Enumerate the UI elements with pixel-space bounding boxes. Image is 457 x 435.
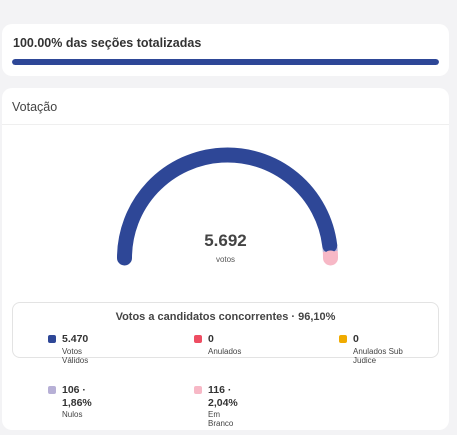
- votes-gauge: [117, 147, 339, 266]
- votacao-title: Votação: [12, 100, 58, 114]
- votacao-divider: [2, 124, 449, 125]
- sections-progress-fill: [12, 59, 439, 65]
- sections-progress-title: 100.00% das seções totalizadas: [13, 36, 202, 50]
- legend-swatch: [194, 335, 202, 343]
- legend-label: Nulos: [62, 410, 83, 419]
- legend-swatch: [339, 335, 347, 343]
- legend-value: 5.470: [62, 333, 89, 345]
- legend-value: 0: [208, 333, 214, 345]
- legend-value: 116 · 2,04%: [208, 384, 238, 409]
- total-votes-value: 5.692: [204, 231, 247, 250]
- legend-swatch: [194, 386, 202, 394]
- legend-label: Votos Válidos: [62, 347, 89, 365]
- legend-value: 106 · 1,86%: [62, 384, 92, 409]
- total-votes-label: votos: [215, 255, 236, 264]
- gauge-segment-votos-v-lidos: [117, 147, 338, 266]
- legend-title: Votos a candidatos concorrentes · 96,10%: [115, 311, 336, 323]
- legend-label: Anulados Sub Judice: [353, 347, 403, 365]
- legend-value: 0: [353, 333, 359, 345]
- legend-swatch: [48, 386, 56, 394]
- legend-label: Em Branco: [208, 410, 234, 428]
- sections-progress-bar: [12, 59, 439, 65]
- votacao-card: Votação 5.692 votos Votos a candidatos c…: [2, 88, 449, 430]
- votes-legend: Votos a candidatos concorrentes · 96,10%: [12, 302, 439, 358]
- gauge-end-cap: [323, 250, 338, 266]
- sections-progress-card: 100.00% das seções totalizadas: [2, 24, 449, 76]
- legend-label: Anulados: [208, 347, 242, 356]
- legend-swatch: [48, 335, 56, 343]
